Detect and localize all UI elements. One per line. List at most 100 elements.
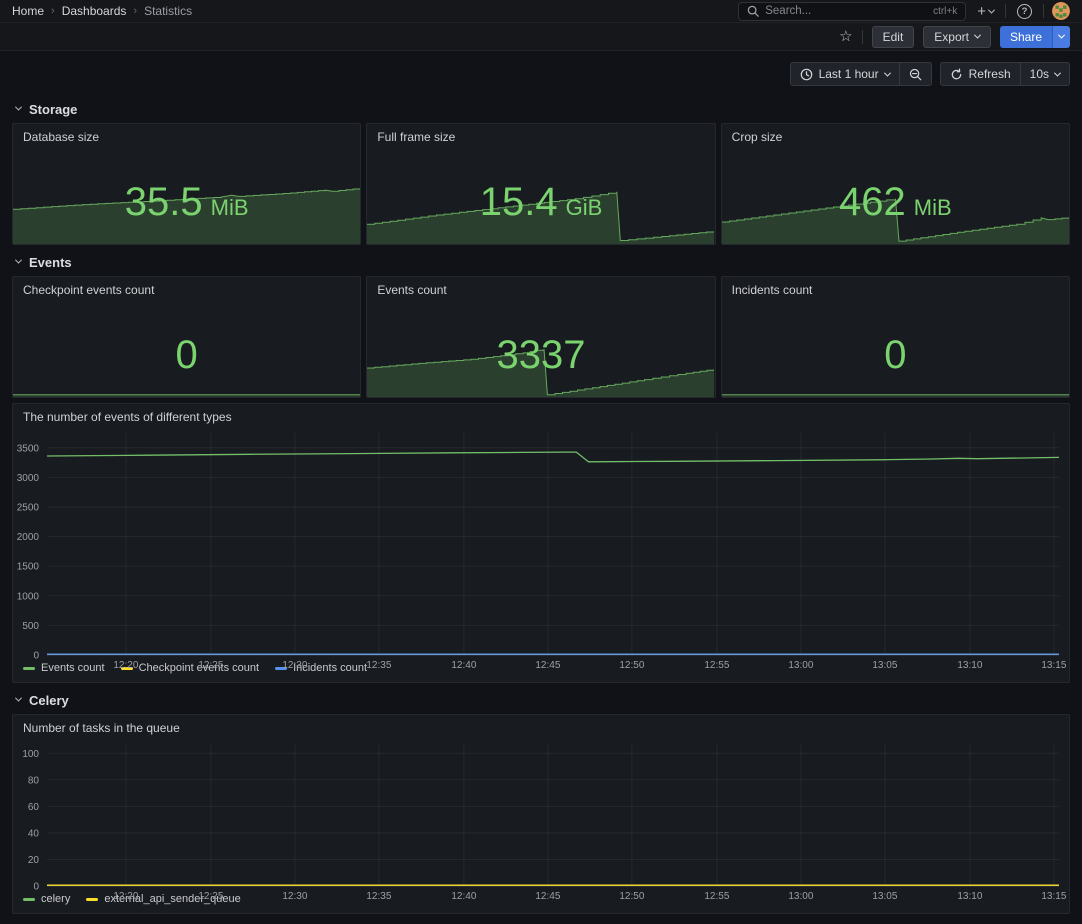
stat-value: 0 bbox=[884, 335, 906, 375]
svg-text:12:45: 12:45 bbox=[535, 660, 560, 671]
panel-header[interactable]: Full frame size bbox=[367, 124, 714, 147]
chevron-down-icon bbox=[974, 32, 981, 39]
panel-header[interactable]: Incidents count bbox=[722, 277, 1069, 300]
svg-text:80: 80 bbox=[28, 775, 40, 786]
svg-text:12:50: 12:50 bbox=[619, 891, 644, 902]
svg-text:100: 100 bbox=[22, 749, 39, 760]
chevron-down-icon bbox=[884, 69, 891, 76]
panel-crop-size: Crop size 462 MiB bbox=[721, 123, 1070, 245]
svg-text:12:30: 12:30 bbox=[282, 660, 307, 671]
panel-full-frame-size: Full frame size 15.4 GiB bbox=[366, 123, 715, 245]
svg-text:60: 60 bbox=[28, 802, 40, 813]
stat-value: 35.5 bbox=[125, 182, 203, 222]
search-input[interactable] bbox=[765, 5, 927, 17]
svg-text:12:25: 12:25 bbox=[198, 660, 223, 671]
svg-text:13:15: 13:15 bbox=[1041, 660, 1066, 671]
chevron-down-icon bbox=[1054, 69, 1061, 76]
svg-text:13:10: 13:10 bbox=[957, 891, 982, 902]
export-button[interactable]: Export bbox=[923, 26, 991, 48]
add-new-button[interactable]: + bbox=[974, 1, 997, 21]
chart-canvas[interactable]: 02040608010012:2012:2512:3012:3512:4012:… bbox=[13, 738, 1069, 902]
svg-text:2500: 2500 bbox=[17, 503, 40, 514]
svg-text:13:00: 13:00 bbox=[788, 660, 813, 671]
svg-text:12:20: 12:20 bbox=[113, 891, 138, 902]
stat-unit: GiB bbox=[566, 195, 603, 221]
breadcrumb: Home › Dashboards › Statistics bbox=[12, 4, 192, 18]
svg-text:12:40: 12:40 bbox=[451, 660, 476, 671]
share-caret-button[interactable] bbox=[1052, 26, 1070, 48]
svg-text:12:35: 12:35 bbox=[366, 660, 391, 671]
section-title: Celery bbox=[29, 693, 69, 708]
stat-unit: MiB bbox=[211, 195, 249, 221]
section-title: Storage bbox=[29, 102, 77, 117]
svg-text:13:00: 13:00 bbox=[788, 891, 813, 902]
panel-database-size: Database size 35.5 MiB bbox=[12, 123, 361, 245]
chevron-down-icon bbox=[15, 257, 22, 264]
panel-celery-queue: Number of tasks in the queue 02040608010… bbox=[12, 714, 1070, 914]
panel-header[interactable]: Crop size bbox=[722, 124, 1069, 147]
breadcrumb-dashboards[interactable]: Dashboards bbox=[62, 4, 127, 18]
section-header-celery[interactable]: Celery bbox=[12, 683, 1070, 714]
clock-icon bbox=[800, 68, 813, 81]
refresh-label: Refresh bbox=[969, 67, 1011, 81]
svg-text:12:20: 12:20 bbox=[113, 660, 138, 671]
stat-value: 462 bbox=[839, 182, 906, 222]
svg-text:20: 20 bbox=[28, 855, 40, 866]
time-range-label: Last 1 hour bbox=[819, 67, 879, 81]
chevron-down-icon bbox=[15, 695, 22, 702]
search-shortcut: ctrl+k bbox=[933, 6, 957, 17]
refresh-interval-picker[interactable]: 10s bbox=[1021, 62, 1070, 86]
svg-text:12:45: 12:45 bbox=[535, 891, 560, 902]
export-label: Export bbox=[934, 30, 969, 44]
svg-text:2000: 2000 bbox=[17, 532, 40, 543]
svg-text:500: 500 bbox=[22, 621, 39, 632]
user-avatar[interactable] bbox=[1052, 2, 1070, 20]
divider bbox=[1043, 4, 1044, 18]
divider bbox=[1005, 4, 1006, 18]
refresh-button[interactable]: Refresh bbox=[940, 62, 1021, 86]
svg-text:12:55: 12:55 bbox=[704, 891, 729, 902]
stat-value: 0 bbox=[176, 335, 198, 375]
edit-button[interactable]: Edit bbox=[872, 26, 915, 48]
breadcrumb-statistics: Statistics bbox=[144, 4, 192, 18]
celery-queue-plot[interactable]: 02040608010012:2012:2512:3012:3512:4012:… bbox=[13, 738, 1069, 890]
chart-canvas[interactable]: 050010001500200025003000350012:2012:2512… bbox=[13, 427, 1069, 671]
panel-header[interactable]: Checkpoint events count bbox=[13, 277, 360, 300]
search-box[interactable]: ctrl+k bbox=[738, 2, 966, 21]
refresh-interval-label: 10s bbox=[1030, 67, 1049, 81]
section-header-storage[interactable]: Storage bbox=[12, 92, 1070, 123]
breadcrumb-separator-icon: › bbox=[133, 5, 137, 17]
section-header-events[interactable]: Events bbox=[12, 245, 1070, 276]
svg-text:12:30: 12:30 bbox=[282, 891, 307, 902]
svg-text:12:25: 12:25 bbox=[198, 891, 223, 902]
chevron-down-icon bbox=[1058, 32, 1065, 39]
events-timeseries-plot[interactable]: 050010001500200025003000350012:2012:2512… bbox=[13, 427, 1069, 659]
chevron-down-icon bbox=[988, 6, 995, 13]
panel-header[interactable]: Database size bbox=[13, 124, 360, 147]
top-navbar: Home › Dashboards › Statistics ctrl+k + … bbox=[0, 0, 1082, 23]
panel-checkpoint-events-count: Checkpoint events count 0 bbox=[12, 276, 361, 398]
favorite-star-icon[interactable]: ☆ bbox=[839, 29, 852, 44]
share-button[interactable]: Share bbox=[1000, 26, 1052, 48]
time-range-picker[interactable]: Last 1 hour bbox=[790, 62, 900, 86]
svg-text:12:55: 12:55 bbox=[704, 660, 729, 671]
svg-text:12:35: 12:35 bbox=[366, 891, 391, 902]
chevron-down-icon bbox=[15, 104, 22, 111]
help-button[interactable]: ? bbox=[1014, 1, 1035, 21]
panel-header[interactable]: Events count bbox=[367, 277, 714, 300]
svg-text:40: 40 bbox=[28, 828, 40, 839]
section-title: Events bbox=[29, 255, 72, 270]
svg-text:3500: 3500 bbox=[17, 443, 40, 454]
panel-header[interactable]: Number of tasks in the queue bbox=[13, 715, 1069, 738]
svg-text:13:15: 13:15 bbox=[1041, 891, 1066, 902]
svg-text:12:50: 12:50 bbox=[619, 660, 644, 671]
panel-header[interactable]: The number of events of different types bbox=[13, 404, 1069, 427]
zoom-out-icon bbox=[909, 68, 922, 81]
svg-text:1000: 1000 bbox=[17, 591, 40, 602]
zoom-out-button[interactable] bbox=[900, 62, 932, 86]
dashboard-toolbar: ☆ Edit Export Share bbox=[0, 23, 1082, 51]
breadcrumb-home[interactable]: Home bbox=[12, 4, 44, 18]
panel-events-timeseries: The number of events of different types … bbox=[12, 403, 1070, 683]
breadcrumb-separator-icon: › bbox=[51, 5, 55, 17]
dashboard-body: Storage Database size 35.5 MiB Full fram… bbox=[0, 92, 1082, 914]
